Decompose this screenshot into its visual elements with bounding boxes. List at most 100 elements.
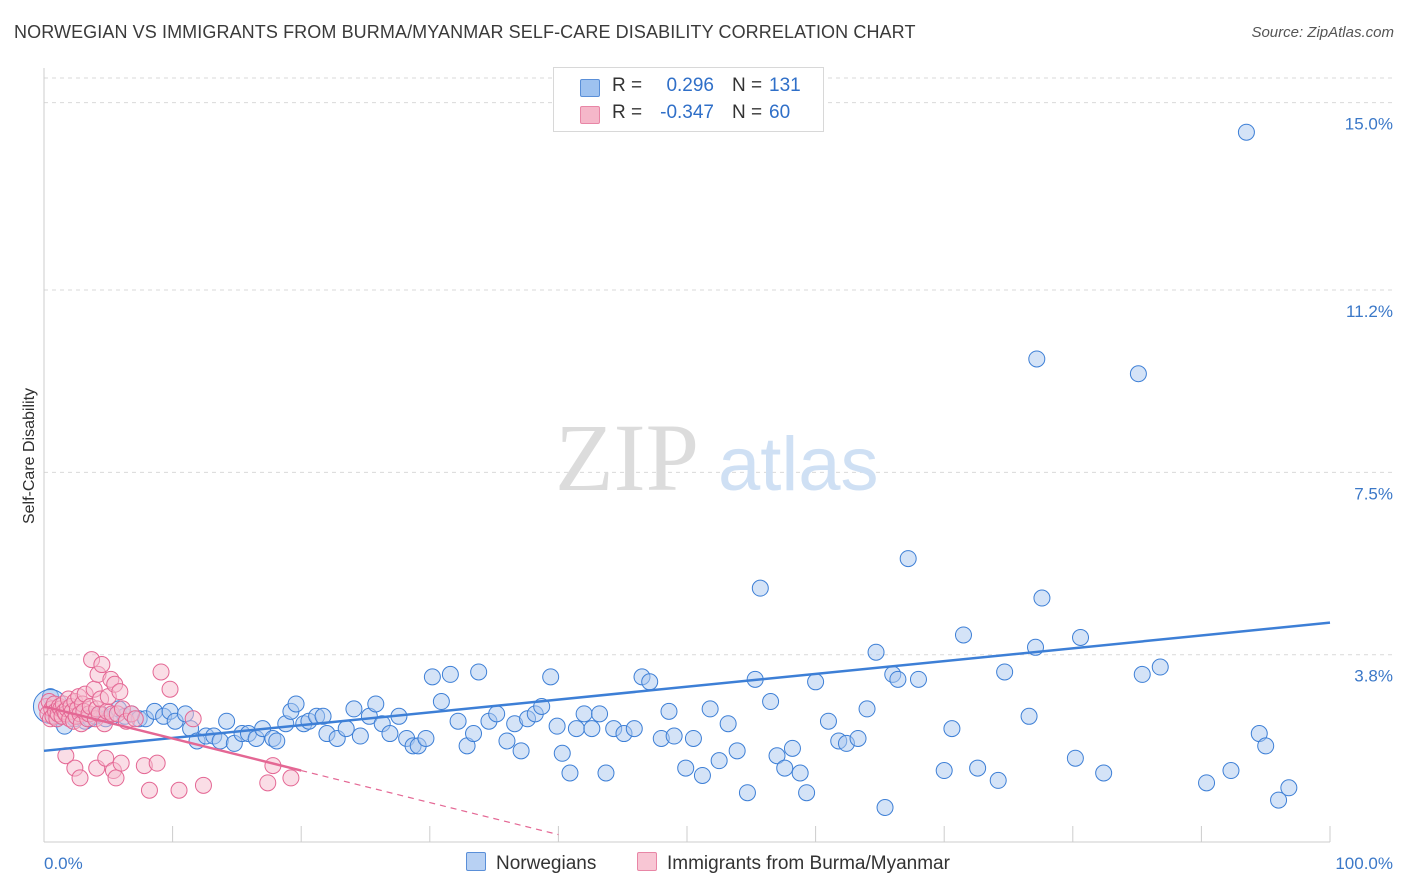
point-norwegians (465, 725, 483, 743)
point-norwegians (684, 729, 702, 747)
legend-r-label: R = (612, 102, 643, 123)
y-tick-label: 15.0% (1345, 115, 1393, 134)
point-norwegians (575, 705, 593, 723)
point-norwegians (1270, 791, 1288, 809)
watermark: ZIP atlas (555, 404, 879, 511)
y-tick-label: 11.2% (1346, 302, 1393, 321)
point-norwegians (819, 712, 837, 730)
point-norwegians (314, 707, 332, 725)
legend-r-value: 0.296 (666, 75, 714, 96)
series-legend: Norwegians Immigrants from Burma/Myanmar (0, 852, 1406, 878)
point-norwegians (738, 784, 756, 802)
point-burma (170, 781, 188, 799)
watermark-zip: ZIP (555, 404, 699, 511)
watermark-atlas: atlas (718, 422, 879, 507)
point-norwegians (710, 752, 728, 770)
trend-burma (43, 705, 302, 772)
point-norwegians (542, 668, 560, 686)
legend-n-value: 60 (769, 102, 791, 123)
point-burma (112, 754, 130, 772)
point-norwegians (665, 727, 683, 745)
legend-swatch-blue (580, 79, 600, 97)
point-norwegians (1280, 779, 1298, 797)
tick-labels: 3.8% 7.5% 11.2% 15.0% 0.0% 100.0% (44, 115, 1393, 873)
point-norwegians (417, 729, 435, 747)
point-burma (107, 769, 125, 787)
point-norwegians (641, 673, 659, 691)
trend-burma-extension (301, 769, 559, 836)
point-norwegians (693, 766, 711, 784)
point-burma (282, 769, 300, 787)
point-norwegians (1151, 658, 1169, 676)
point-norwegians (954, 626, 972, 644)
point-norwegians (367, 695, 385, 713)
point-burma (184, 710, 202, 728)
point-norwegians (1129, 365, 1147, 383)
trend-norwegians (43, 621, 1331, 753)
point-norwegians (969, 759, 987, 777)
axes (43, 68, 1331, 843)
point-norwegians (470, 663, 488, 681)
legend-row-burma: R = -0.347 N = 60 (554, 101, 823, 127)
point-norwegians (381, 725, 399, 743)
point-norwegians (218, 712, 236, 730)
point-norwegians (351, 727, 369, 745)
point-norwegians (498, 732, 516, 750)
legend-row-norwegians: R = 0.296 N = 131 (554, 74, 823, 100)
point-norwegians (625, 720, 643, 738)
point-norwegians (1020, 707, 1038, 725)
point-norwegians (1028, 350, 1046, 368)
gridlines (44, 77, 1394, 656)
point-norwegians (1095, 764, 1113, 782)
point-burma (97, 749, 115, 767)
legend-n-label: N = (732, 102, 763, 123)
point-norwegians (583, 720, 601, 738)
point-burma (111, 683, 129, 701)
point-norwegians (211, 732, 229, 750)
point-norwegians (432, 693, 450, 711)
point-norwegians (1222, 762, 1240, 780)
point-norwegians (512, 742, 530, 760)
point-norwegians (751, 579, 769, 597)
point-burma (140, 781, 158, 799)
legend-swatch-pink (580, 106, 600, 124)
point-norwegians (567, 720, 585, 738)
chart-title: NORWEGIAN VS IMMIGRANTS FROM BURMA/MYANM… (14, 22, 916, 42)
point-norwegians (867, 643, 885, 661)
point-norwegians (719, 715, 737, 733)
legend-r-value: -0.347 (660, 102, 714, 123)
point-norwegians (1257, 737, 1275, 755)
y-tick-label: 7.5% (1354, 484, 1393, 503)
x-tick-label-max: 100.0% (1335, 854, 1393, 873)
point-burma (93, 656, 111, 674)
point-norwegians (776, 759, 794, 777)
point-burma (148, 754, 166, 772)
point-burma (161, 680, 179, 698)
point-burma (259, 774, 277, 792)
point-norwegians (597, 764, 615, 782)
legend-item-burma: Immigrants from Burma/Myanmar (637, 852, 950, 875)
legend-label-norwegians: Norwegians (496, 853, 597, 874)
stats-legend: R = 0.296 N = 131 R = -0.347 N = 60 (553, 67, 824, 132)
point-burma (194, 776, 212, 794)
legend-n-value: 131 (769, 75, 801, 96)
legend-r-label: R = (612, 75, 643, 96)
point-norwegians (798, 784, 816, 802)
point-norwegians (1033, 589, 1051, 607)
point-norwegians (701, 700, 719, 718)
point-norwegians (858, 700, 876, 718)
point-norwegians (561, 764, 579, 782)
point-norwegians (996, 663, 1014, 681)
point-norwegians (423, 668, 441, 686)
point-burma (71, 769, 89, 787)
legend-n-label: N = (732, 75, 763, 96)
point-norwegians (677, 759, 695, 777)
point-norwegians (268, 732, 286, 750)
point-norwegians (1066, 749, 1084, 767)
point-norwegians (807, 673, 825, 691)
point-norwegians (553, 744, 571, 762)
point-norwegians (488, 705, 506, 723)
y-tick-label: 3.8% (1354, 667, 1393, 686)
series-burma (38, 651, 300, 799)
